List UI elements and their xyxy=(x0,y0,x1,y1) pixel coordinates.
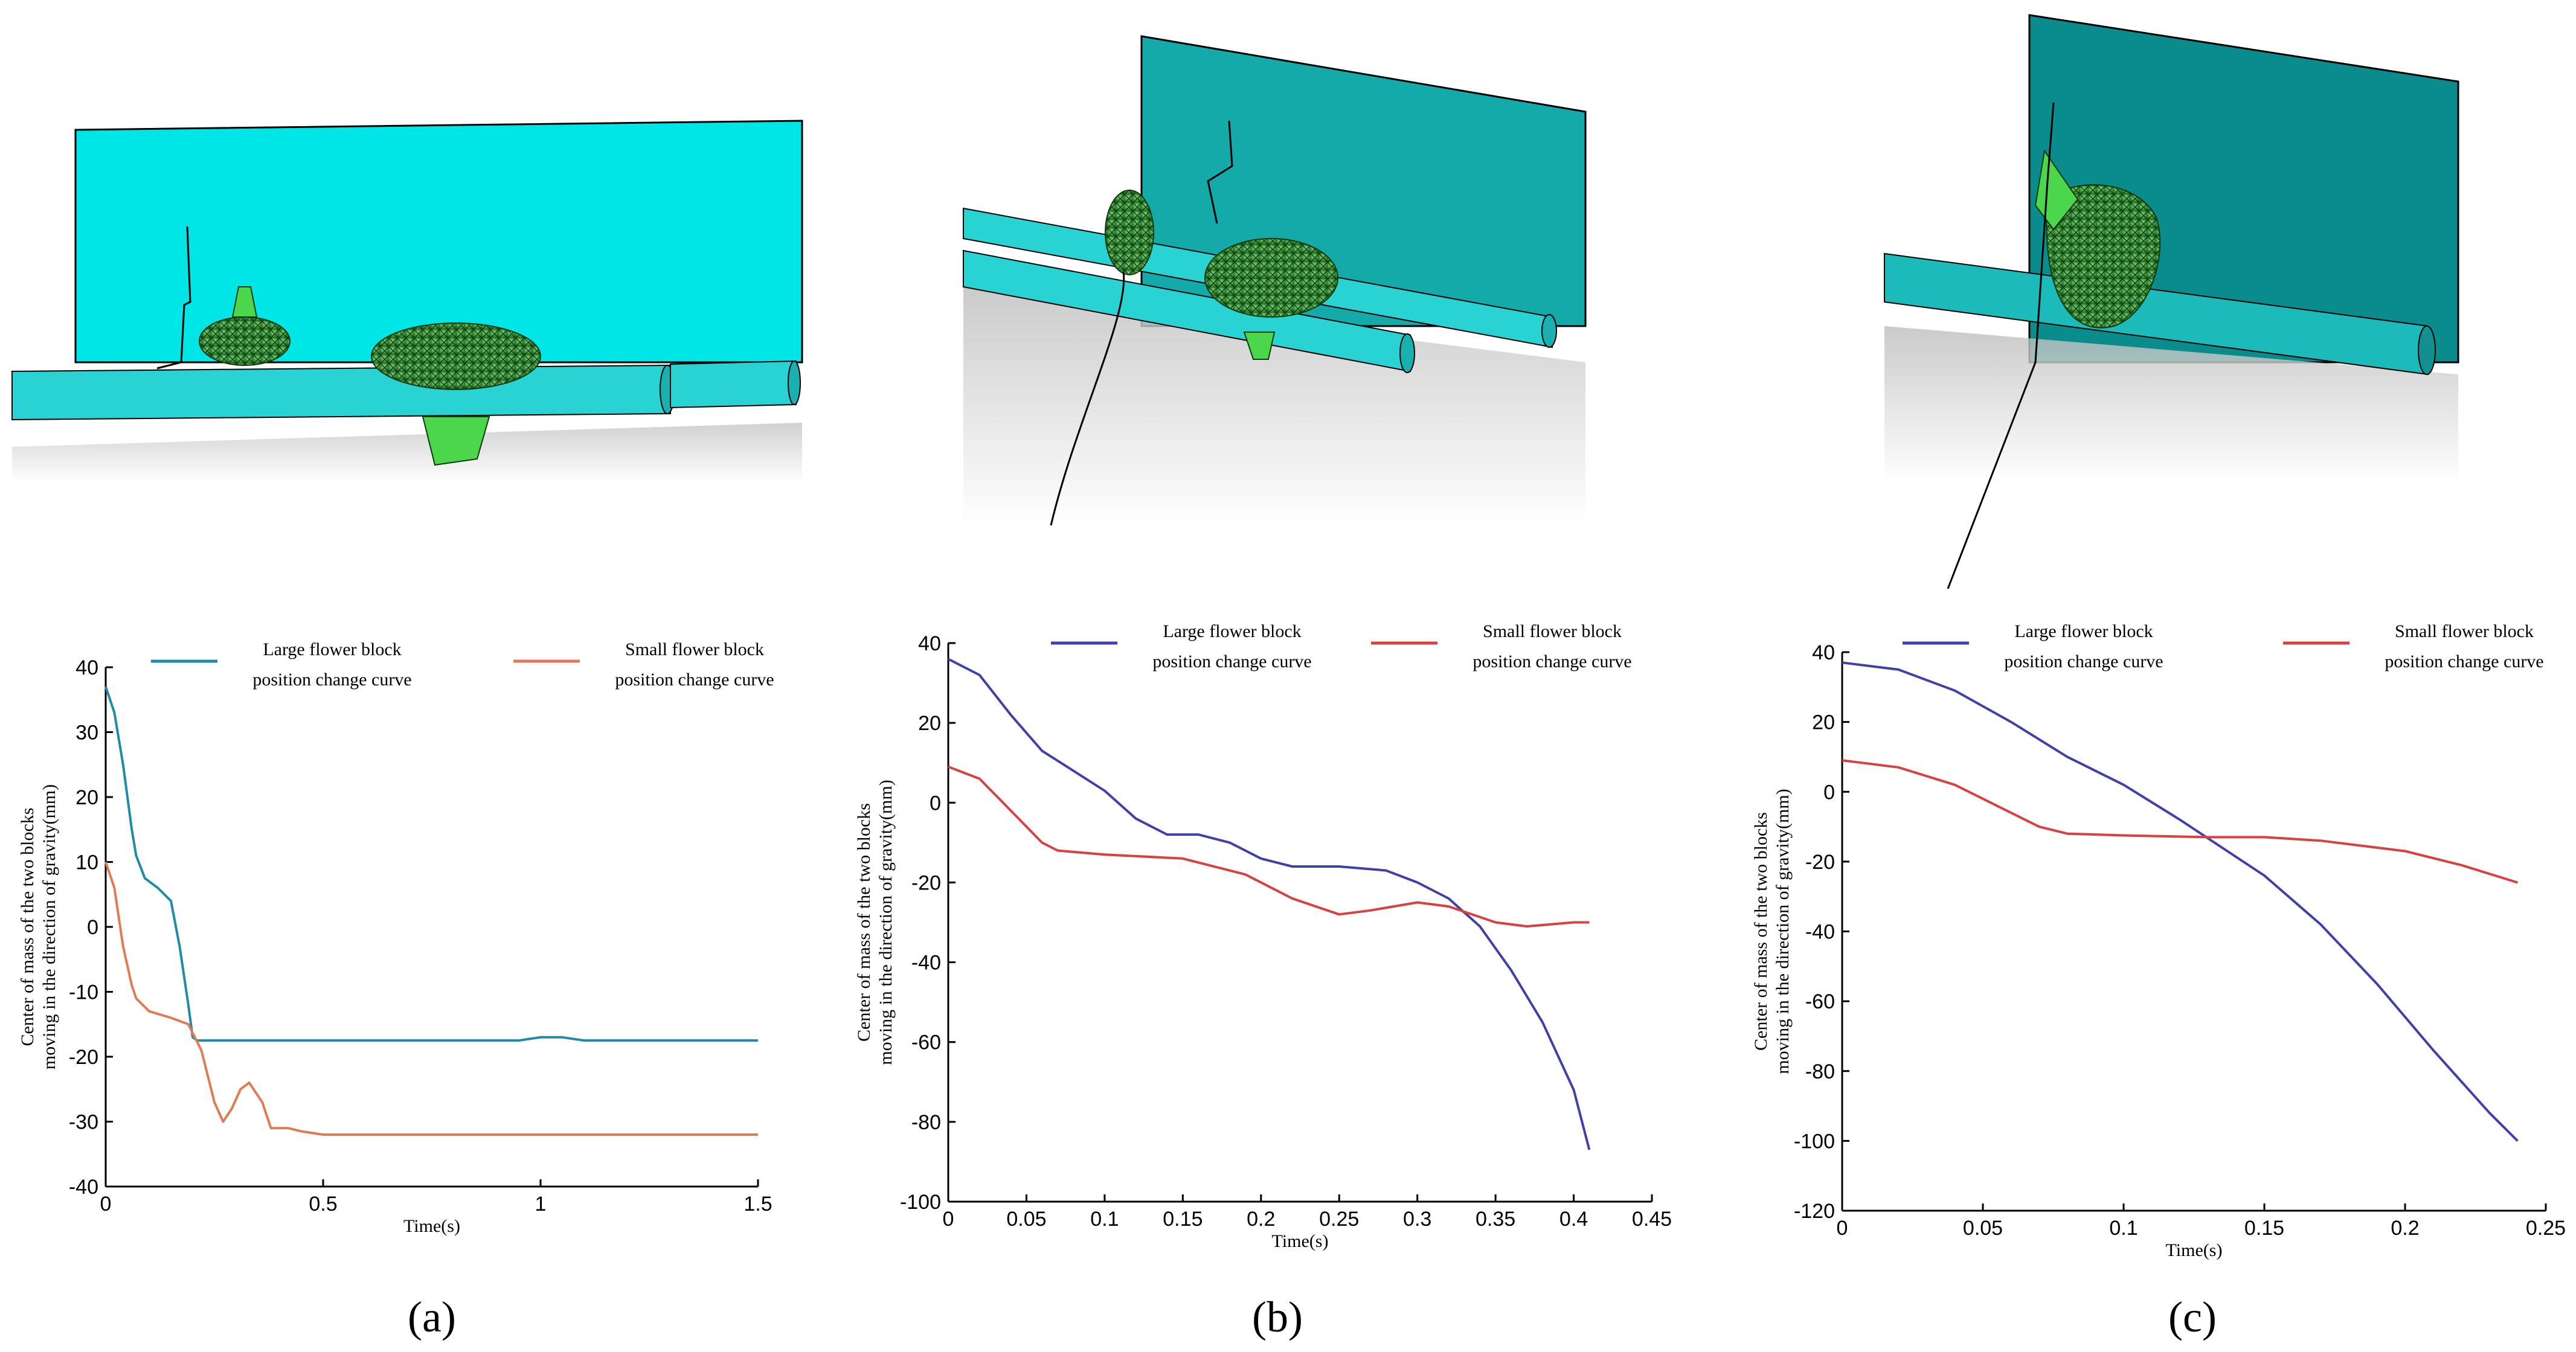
x-tick-label-b: 0.15 xyxy=(1163,1208,1203,1231)
legend-label-b-large: Large flower block xyxy=(1163,621,1301,641)
x-tick-label-b: 0.1 xyxy=(1090,1208,1119,1231)
y-tick-label-a: 30 xyxy=(75,722,98,745)
legend-label-b-small: position change curve xyxy=(1473,652,1631,671)
y-axis-label-c: moving in the direction of gravity(mm) xyxy=(1773,789,1793,1074)
legend-label-c-large: position change curve xyxy=(2004,652,2163,671)
legend-label-b-large: position change curve xyxy=(1152,652,1311,671)
y-tick-label-c: -40 xyxy=(1805,921,1835,944)
x-tick-label-b: 0.45 xyxy=(1632,1208,1672,1231)
x-tick-label-a: 1 xyxy=(535,1193,547,1216)
x-axis-label-c: Time(s) xyxy=(2166,1240,2223,1260)
legend-label-c-small: position change curve xyxy=(2385,652,2543,671)
y-tick-label-a: -20 xyxy=(69,1046,98,1069)
x-tick-label-c: 0.05 xyxy=(1963,1217,2003,1240)
y-tick-label-a: 40 xyxy=(75,656,98,679)
y-tick-label-a: 20 xyxy=(75,786,98,809)
scene-a xyxy=(11,120,803,483)
y-tick-label-c: 20 xyxy=(1812,711,1835,734)
x-tick-label-b: 0.05 xyxy=(1006,1208,1046,1231)
x-tick-label-c: 0.2 xyxy=(2391,1217,2419,1240)
y-axis-label-a: moving in the direction of gravity(mm) xyxy=(39,784,59,1069)
y-tick-label-a: 10 xyxy=(75,851,98,874)
simulation-scenes xyxy=(11,14,2459,589)
y-tick-label-c: -120 xyxy=(1794,1200,1835,1223)
x-tick-label-a: 1.5 xyxy=(744,1193,772,1216)
y-tick-label-c: 0 xyxy=(1823,781,1835,804)
legend-label-a-large: position change curve xyxy=(252,670,411,690)
y-tick-label-b: 40 xyxy=(918,632,941,655)
chart-c: 0 0.05 0.1 0.15 0.2 0.25 -120 -100 -80 -60 -40 -20 0… xyxy=(1751,621,2566,1260)
y-tick-label-a: -30 xyxy=(69,1111,98,1134)
y-tick-label-c: -20 xyxy=(1805,851,1835,874)
y-tick-label-b: 0 xyxy=(930,792,941,815)
x-tick-label-b: 0.4 xyxy=(1559,1208,1588,1231)
y-tick-label-a: -10 xyxy=(69,981,98,1004)
y-tick-label-c: -100 xyxy=(1794,1130,1835,1153)
y-tick-label-b: -100 xyxy=(900,1191,941,1214)
scene-c xyxy=(1884,14,2459,589)
legend-label-a-large: Large flower block xyxy=(263,639,401,659)
legend-label-b-small: Small flower block xyxy=(1483,621,1622,641)
x-tick-label-c: 0.1 xyxy=(2109,1217,2138,1240)
x-tick-label-c: 0.15 xyxy=(2244,1217,2284,1240)
y-tick-label-a: -40 xyxy=(69,1176,98,1199)
y-tick-label-c: -80 xyxy=(1805,1060,1835,1083)
x-axis-label-b: Time(s) xyxy=(1272,1231,1329,1251)
y-tick-label-c: -60 xyxy=(1805,990,1835,1013)
y-axis-label-c: Center of mass of the two blocks xyxy=(1751,812,1771,1051)
y-tick-label-b: -20 xyxy=(911,871,941,894)
x-axis-label-a: Time(s) xyxy=(403,1216,460,1236)
y-axis-label-a: Center of mass of the two blocks xyxy=(18,808,37,1046)
x-tick-label-a: 0.5 xyxy=(309,1193,337,1216)
y-tick-label-b: -80 xyxy=(911,1111,941,1134)
series-line-b-large xyxy=(948,658,1591,1150)
chart-a: 0 0.5 1 1.5 -40 -30 -20 -10 0 10 20 30 40 Time(s) Cent… xyxy=(18,639,774,1236)
x-tick-label-b: 0 xyxy=(943,1208,954,1231)
y-tick-label-b: -60 xyxy=(911,1031,941,1054)
legend-label-c-small: Small flower block xyxy=(2395,621,2534,641)
y-tick-label-b: 20 xyxy=(918,712,941,735)
series-line-a-large xyxy=(104,686,758,1042)
x-tick-label-b: 0.3 xyxy=(1403,1208,1431,1231)
legend-label-a-small: Small flower block xyxy=(625,639,764,659)
y-axis-label-b: moving in the direction of gravity(mm) xyxy=(876,780,896,1065)
x-tick-label-c: 0.25 xyxy=(2526,1217,2566,1240)
series-line-c-large xyxy=(1842,661,2519,1142)
series-line-c-small xyxy=(1842,759,2518,884)
legend-label-a-small: position change curve xyxy=(615,670,774,690)
y-axis-label-b: Center of mass of the two blocks xyxy=(854,803,874,1042)
x-tick-label-a: 0 xyxy=(100,1193,112,1216)
x-tick-label-b: 0.25 xyxy=(1319,1208,1359,1231)
y-tick-label-a: 0 xyxy=(87,916,98,939)
series-line-a-small xyxy=(104,861,758,1136)
x-tick-label-b: 0.35 xyxy=(1476,1208,1515,1231)
series-line-b-small xyxy=(948,765,1590,928)
y-tick-label-c: 40 xyxy=(1812,641,1835,664)
x-tick-label-c: 0 xyxy=(1837,1217,1848,1240)
scene-b xyxy=(963,35,1587,526)
legend-label-c-large: Large flower block xyxy=(2014,621,2153,641)
chart-b: 0 0.05 0.1 0.15 0.2 0.25 0.3 0.35 0.4 0.45 -100 -80… xyxy=(854,621,1672,1251)
y-tick-label-b: -40 xyxy=(911,952,941,975)
x-tick-label-b: 0.2 xyxy=(1247,1208,1275,1231)
